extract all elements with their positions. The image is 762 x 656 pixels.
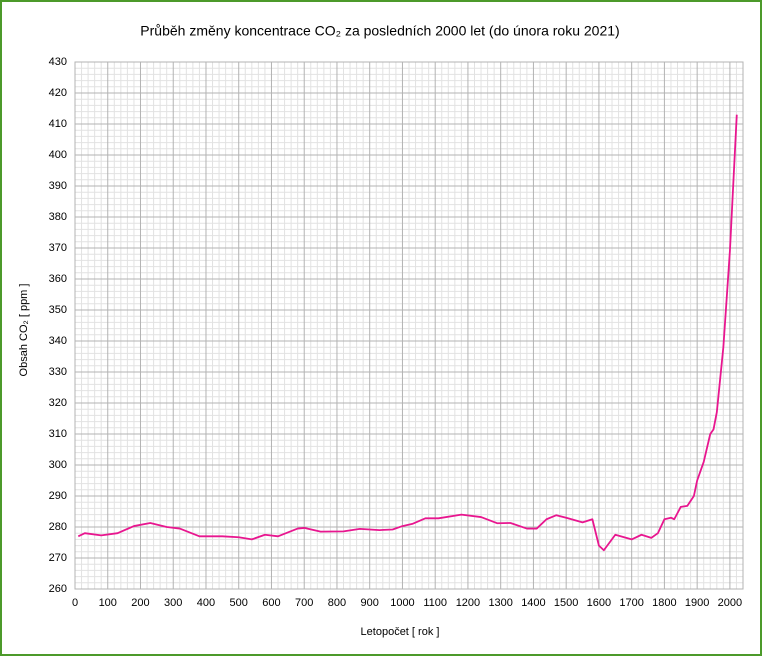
x-axis-label: Letopočet [ rok ] [361, 626, 440, 638]
x-tick-label: 1400 [521, 597, 545, 609]
y-tick-label: 380 [49, 211, 67, 223]
y-tick-label: 330 [49, 366, 67, 378]
x-tick-label: 2000 [718, 597, 742, 609]
x-tick-label: 900 [361, 597, 379, 609]
x-tick-label: 800 [328, 597, 346, 609]
x-tick-label: 1900 [685, 597, 709, 609]
y-tick-label: 360 [49, 273, 67, 285]
x-tick-label: 300 [164, 597, 182, 609]
data-line [77, 114, 738, 552]
x-tick-label: 200 [131, 597, 149, 609]
y-tick-label: 270 [49, 552, 67, 564]
x-tick-label: 1000 [390, 597, 414, 609]
x-tick-label: 1600 [587, 597, 611, 609]
x-tick-label: 500 [230, 597, 248, 609]
y-tick-label: 280 [49, 521, 67, 533]
x-tick-label: 1200 [456, 597, 480, 609]
x-tick-label: 1800 [652, 597, 676, 609]
x-tick-label: 1500 [554, 597, 578, 609]
y-tick-label: 420 [49, 87, 67, 99]
y-tick-label: 340 [49, 335, 67, 347]
y-tick-label: 430 [49, 56, 67, 68]
x-tick-label: 1100 [423, 597, 447, 609]
y-tick-label: 290 [49, 490, 67, 502]
y-tick-label: 260 [49, 583, 67, 595]
y-tick-label: 300 [49, 459, 67, 471]
x-tick-label: 100 [99, 597, 117, 609]
y-tick-label: 310 [49, 428, 67, 440]
x-tick-label: 1300 [488, 597, 512, 609]
x-tick-label: 1700 [619, 597, 643, 609]
y-axis-label: Obsah CO₂ [ ppm ] [18, 284, 30, 377]
chart-title: Průběh změny koncentrace CO₂ za poslední… [140, 23, 619, 39]
y-tick-label: 400 [49, 149, 67, 161]
x-tick-label: 600 [262, 597, 280, 609]
y-tick-label: 350 [49, 304, 67, 316]
x-tick-label: 0 [72, 597, 78, 609]
x-tick-label: 700 [295, 597, 313, 609]
y-tick-label: 410 [49, 118, 67, 130]
x-tick-label: 400 [197, 597, 215, 609]
y-tick-label: 370 [49, 242, 67, 254]
plot-border [74, 61, 744, 590]
y-tick-label: 320 [49, 397, 67, 409]
y-tick-label: 390 [49, 180, 67, 192]
